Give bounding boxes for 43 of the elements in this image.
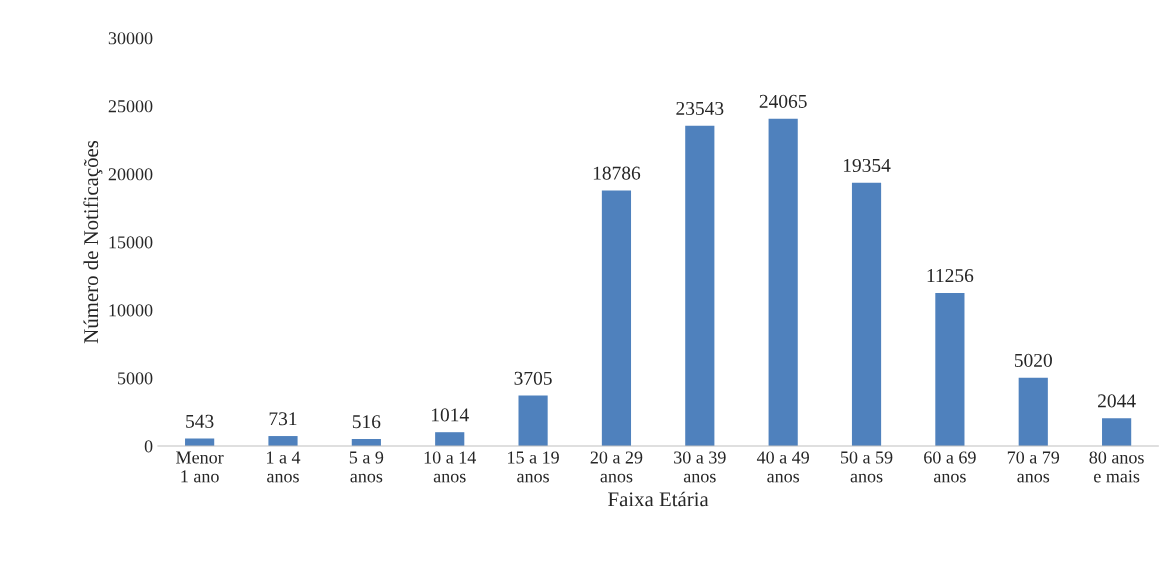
x-tick-label: 50 a 59 anos (841, 451, 893, 483)
x-tick-label: 30 a 39 anos (674, 451, 726, 483)
data-label: 11256 (927, 269, 974, 283)
y-tick-label: 25000 (108, 100, 153, 113)
data-label: 19354 (843, 158, 891, 172)
y-tick-label: 20000 (108, 168, 153, 181)
data-label: 18786 (593, 166, 641, 180)
data-label: 2044 (1098, 394, 1136, 408)
bar (1102, 418, 1132, 446)
x-tick-label: 15 a 19 anos (508, 451, 559, 483)
bar (851, 182, 882, 446)
y-tick-label: 10000 (109, 304, 153, 317)
bar (601, 190, 632, 446)
bar (518, 395, 548, 446)
y-axis-title: Número de Notificações (83, 140, 103, 344)
data-label: 24065 (759, 94, 807, 108)
data-label: 5020 (1014, 353, 1052, 367)
data-label: 516 (352, 415, 381, 429)
bar (685, 125, 715, 446)
x-tick-label: 60 a 69 anos (924, 451, 976, 483)
x-tick-label: 80 anos e mais (1089, 451, 1144, 483)
x-tick-label: 20 a 29 anos (590, 451, 643, 483)
y-tick-label: 0 (144, 440, 153, 453)
data-label: 3705 (514, 371, 552, 385)
data-label: 1014 (431, 408, 469, 422)
bar (1018, 377, 1048, 446)
x-axis-title: Faixa Etária (608, 491, 709, 507)
x-tick-label: 10 a 14 anos (424, 451, 477, 483)
x-tick-label: 70 a 79 anos (1007, 451, 1060, 483)
data-label: 23543 (676, 101, 724, 115)
x-tick-label: 1 a 4 anos (267, 451, 301, 483)
x-tick-label: 40 a 49 anos (756, 451, 810, 483)
bar (768, 118, 798, 446)
bar (935, 292, 965, 446)
y-tick-label: 5000 (118, 372, 153, 385)
y-tick-label: 15000 (109, 236, 153, 249)
x-tick-label: Menor 1 ano (176, 451, 224, 483)
data-label: 543 (186, 414, 214, 428)
data-label: 731 (269, 412, 297, 426)
x-tick-label: 5 a 9 anos (349, 451, 384, 483)
bar (435, 432, 465, 446)
bar (268, 436, 298, 446)
y-tick-label: 30000 (108, 32, 153, 45)
